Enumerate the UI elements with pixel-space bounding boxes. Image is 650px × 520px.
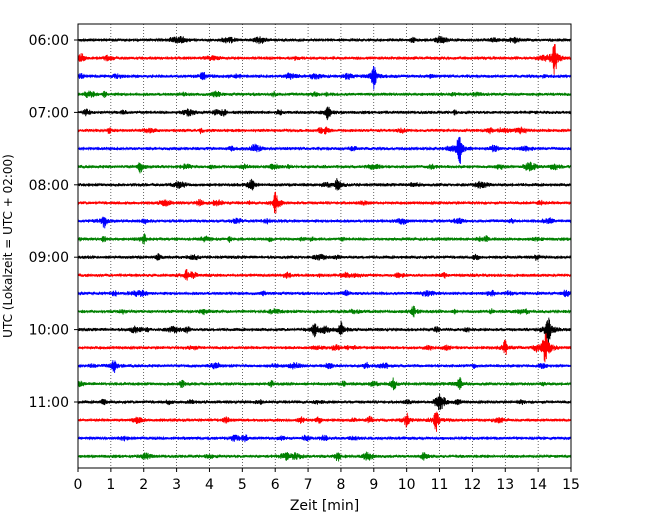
x-tick-label: 12 <box>463 477 481 493</box>
seismic-trace-5 <box>77 126 572 135</box>
x-axis-label: Zeit [min] <box>290 498 359 514</box>
x-tick-label: 0 <box>74 477 83 493</box>
seismic-trace-11 <box>77 233 572 245</box>
seismic-trace-13 <box>77 269 572 281</box>
seismic-trace-16 <box>77 317 572 344</box>
seismic-trace-14 <box>77 289 572 298</box>
seismic-trace-2 <box>77 65 572 90</box>
x-tick-label: 11 <box>431 477 449 493</box>
seismic-trace-10 <box>77 216 572 229</box>
x-tick-label: 14 <box>529 477 547 493</box>
seismic-trace-19 <box>77 377 572 391</box>
seismic-trace-7 <box>77 161 572 174</box>
x-tick-label: 5 <box>238 477 247 493</box>
seismic-trace-0 <box>77 35 572 45</box>
x-ticks: 0 1 2 3 4 5 6 7 8 9 10 11 12 13 14 15 <box>74 468 580 493</box>
x-tick-label: 10 <box>398 477 416 493</box>
seismic-trace-12 <box>77 253 572 261</box>
x-tick-label: 15 <box>562 477 580 493</box>
grid-lines <box>110 24 539 468</box>
seismic-trace-6 <box>77 136 572 164</box>
seismic-trace-21 <box>77 411 572 432</box>
seismic-trace-4 <box>77 106 572 121</box>
seismic-trace-17 <box>77 333 572 363</box>
seismic-trace-22 <box>77 434 572 443</box>
y-tick-label: 09:00 <box>29 250 69 266</box>
y-tick-label: 07:00 <box>29 105 69 121</box>
seismic-trace-18 <box>77 360 572 373</box>
x-tick-label: 9 <box>369 477 378 493</box>
x-tick-label: 2 <box>139 477 148 493</box>
plot-frame <box>77 23 572 469</box>
y-axis-label: UTC (Lokalzeit = UTC + 02:00) <box>1 154 15 338</box>
seismic-trace-15 <box>77 305 572 318</box>
y-tick-label: 10:00 <box>29 323 69 339</box>
seismic-trace-9 <box>77 191 572 214</box>
x-tick-label: 13 <box>496 477 514 493</box>
x-tick-label: 4 <box>205 477 214 493</box>
y-tick-label: 11:00 <box>29 395 69 411</box>
seismic-trace-1 <box>77 44 572 75</box>
x-tick-label: 6 <box>271 477 280 493</box>
x-tick-label: 1 <box>106 477 115 493</box>
x-tick-label: 3 <box>172 477 181 493</box>
seismic-trace-20 <box>77 393 572 411</box>
seismic-trace-3 <box>77 90 572 99</box>
y-ticks: 06:00 07:00 08:00 09:00 10:00 11:00 <box>29 33 78 411</box>
x-tick-label: 7 <box>304 477 313 493</box>
y-tick-label: 08:00 <box>29 178 69 194</box>
trace-group <box>77 35 572 462</box>
seismic-trace-23 <box>77 451 572 462</box>
seismic-trace-8 <box>77 178 572 191</box>
x-tick-label: 8 <box>336 477 345 493</box>
y-tick-label: 06:00 <box>29 33 69 49</box>
